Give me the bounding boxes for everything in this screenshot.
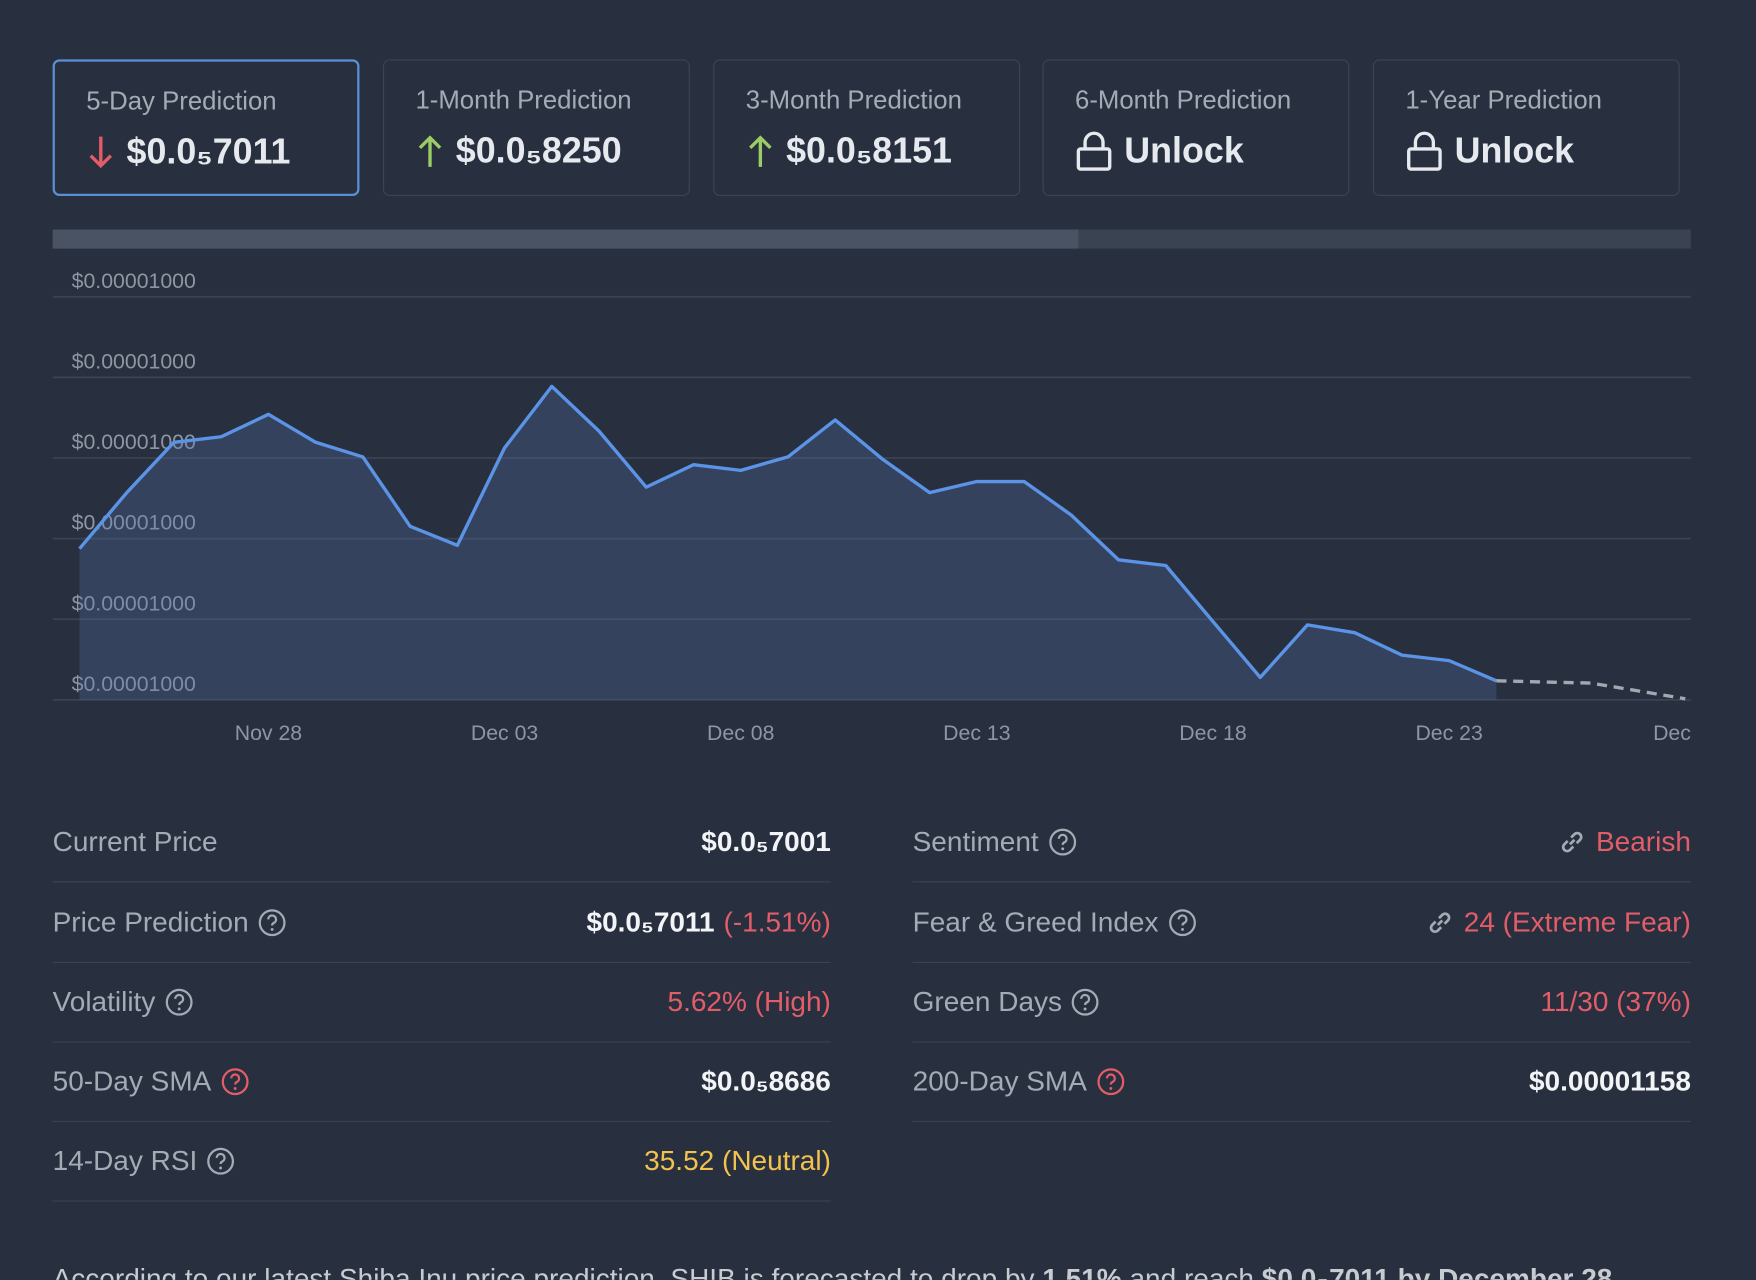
change-text: (-1.51%)	[723, 906, 831, 938]
x-tick-label: Dec 03	[471, 721, 538, 745]
text: $0.0₅7011	[1261, 1263, 1390, 1280]
stat-row: 200-Day SMA $0.00001158	[912, 1043, 1691, 1123]
stat-label: Price Prediction	[53, 906, 287, 938]
stat-row: Current Price $0.0₅7001	[52, 803, 831, 883]
stat-label: Current Price	[52, 825, 218, 858]
x-tick-label: Dec	[1653, 721, 1691, 745]
link-icon	[1562, 831, 1583, 853]
stat-value[interactable]: Bearish	[1558, 826, 1691, 858]
prediction-tab[interactable]: 6-Month Prediction Unlock	[1042, 59, 1350, 196]
text: 1.51%	[1042, 1263, 1122, 1280]
x-tick-label: Dec 18	[1179, 721, 1246, 745]
x-tick-label: Dec 13	[943, 721, 1010, 745]
y-tick-label: $0.00001000	[72, 591, 196, 615]
help-icon[interactable]	[1167, 908, 1196, 937]
tab-label: 5-Day Prediction	[86, 86, 277, 116]
lock-icon	[1076, 131, 1112, 171]
unlock-text: Unlock	[1454, 129, 1575, 171]
help-icon[interactable]	[206, 1147, 235, 1176]
tab-value: Unlock	[1075, 130, 1244, 171]
price-chart: $0.00001000 $0.00001000 $0.00001000 $0.0000…	[52, 229, 1691, 745]
forecast-line	[1496, 679, 1686, 701]
tab-price: $0.0₅7011	[126, 131, 291, 172]
stat-row: 50-Day SMA $0.0₅8686	[52, 1043, 831, 1123]
stat-row: Fear & Greed Index 24 (Extreme Fear)	[912, 884, 1691, 964]
x-tick-label: Dec 08	[707, 721, 774, 745]
help-icon[interactable]	[258, 908, 287, 937]
stat-label: Fear & Greed Index	[913, 906, 1197, 938]
label-text: Fear & Greed Index	[912, 906, 1159, 938]
prediction-tab[interactable]: 1-Month Prediction $0.0₅8250	[382, 59, 690, 196]
text: According to our latest Shiba Inu price …	[52, 1263, 1043, 1280]
text: and reach	[1121, 1263, 1262, 1280]
tab-value: $0.0₅8250	[415, 129, 622, 171]
link-icon	[1429, 912, 1451, 934]
x-tick-label: Dec 23	[1415, 721, 1482, 745]
prediction-tab[interactable]: 3-Month Prediction $0.0₅8151	[713, 59, 1021, 196]
y-tick-label: $0.00001000	[72, 349, 196, 373]
y-tick-label: $0.00001000	[72, 672, 196, 696]
unlock-text: Unlock	[1124, 129, 1244, 171]
text: by December 28	[1389, 1263, 1613, 1280]
label-text: Volatility	[52, 985, 156, 1018]
tab-price: $0.0₅8151	[786, 129, 952, 171]
tab-label: 3-Month Prediction	[745, 85, 962, 115]
price-area	[79, 386, 1497, 700]
help-icon[interactable]	[1096, 1067, 1125, 1096]
label-text: Green Days	[912, 985, 1063, 1018]
stat-value[interactable]: 24 (Extreme Fear)	[1426, 906, 1691, 938]
help-icon[interactable]	[220, 1067, 249, 1096]
stat-value: $0.0₅7011 (-1.51%)	[587, 906, 831, 938]
down-arrow	[89, 136, 113, 168]
tab-value: Unlock	[1405, 130, 1574, 171]
tab-label: 1-Year Prediction	[1405, 85, 1602, 115]
x-tick-label: Nov 28	[235, 721, 302, 745]
stat-label: Sentiment	[913, 826, 1077, 858]
help-icon[interactable]	[1048, 828, 1077, 857]
label-text: 14-Day RSI	[52, 1144, 198, 1177]
stat-value: 11/30 (37%)	[1540, 985, 1691, 1018]
stat-value: $0.00001158	[1528, 1065, 1691, 1097]
tab-value: $0.0₅7011	[86, 131, 290, 172]
y-tick-label: $0.00001000	[72, 511, 196, 535]
up-arrow	[749, 134, 772, 167]
price-line	[78, 384, 1498, 683]
up-arrow	[418, 134, 442, 167]
summary-text: According to our latest Shiba Inu price …	[53, 1263, 1613, 1280]
stat-label: Green Days	[913, 986, 1100, 1018]
tab-label: 6-Month Prediction	[1075, 85, 1292, 115]
stat-value: $0.0₅8686	[701, 1065, 831, 1097]
y-tick-label: $0.00001000	[72, 269, 196, 293]
stat-row: Price Prediction $0.0₅7011 (-1.51%)	[52, 884, 831, 964]
tab-label: 1-Month Prediction	[415, 85, 632, 115]
prediction-tab[interactable]: 1-Year Prediction Unlock	[1372, 59, 1680, 196]
value-text: 24 (Extreme Fear)	[1463, 906, 1691, 938]
stat-row: Sentiment Bearish	[912, 803, 1691, 883]
stat-value: 35.52 (Neutral)	[644, 1144, 831, 1177]
lock-icon	[1407, 131, 1442, 171]
stat-value: 5.62% (High)	[667, 985, 831, 1018]
stat-label: Volatility	[53, 986, 194, 1018]
value-text: Bearish	[1595, 825, 1691, 858]
stat-row: Volatility 5.62% (High)	[52, 963, 831, 1043]
scrollbar-thumb[interactable]	[52, 229, 1079, 249]
label-text: Price Prediction	[52, 906, 249, 938]
help-icon[interactable]	[1071, 988, 1100, 1017]
label-text: 200-Day SMA	[912, 1065, 1087, 1097]
label-text: Sentiment	[912, 825, 1039, 858]
label-text: 50-Day SMA	[52, 1065, 212, 1097]
tab-price: $0.0₅8250	[455, 129, 622, 171]
stat-row: 14-Day RSI 35.52 (Neutral)	[52, 1122, 831, 1202]
help-icon[interactable]	[164, 988, 193, 1017]
value-text: $0.0₅7011	[586, 906, 715, 938]
stat-row: Green Days 11/30 (37%)	[912, 963, 1691, 1043]
stat-label: 200-Day SMA	[913, 1065, 1125, 1097]
stat-label: 14-Day RSI	[53, 1145, 236, 1177]
stat-label: 50-Day SMA	[53, 1065, 250, 1097]
prediction-tab[interactable]: 5-Day Prediction $0.0₅7011	[52, 59, 360, 196]
tab-value: $0.0₅8151	[746, 130, 952, 171]
stat-value: $0.0₅7001	[701, 825, 831, 858]
